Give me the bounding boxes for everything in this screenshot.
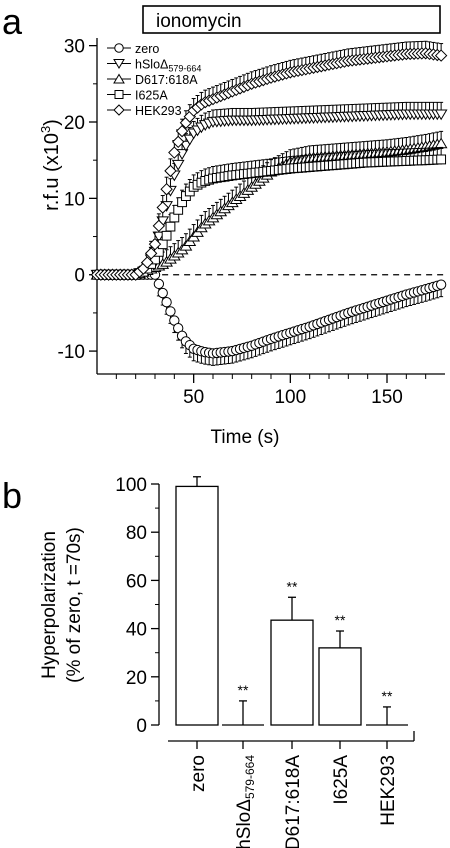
bar (318, 647, 362, 726)
category-label: I625A (331, 755, 352, 805)
legend-entry: D617:618A (135, 73, 198, 87)
category-label-sub: 579-664 (243, 755, 257, 799)
data-point (161, 297, 172, 308)
significance-label: ** (238, 682, 249, 698)
chart-a-xtick-label: 100 (274, 387, 306, 408)
data-point (160, 182, 173, 196)
data-point (175, 124, 189, 138)
panel-a-letter: a (2, 1, 23, 42)
data-point (183, 134, 197, 146)
data-point (179, 140, 193, 152)
chart-b-ylabel: Hyperpolarization (39, 531, 60, 679)
data-point (161, 230, 172, 241)
legend-marker-circle (114, 43, 124, 53)
chart-a-xtick-label: 150 (371, 387, 403, 408)
chart-b-ytick-label: 100 (115, 475, 147, 496)
category-label: zero (188, 755, 209, 792)
data-point (152, 219, 166, 233)
legend-entry-sub: 579-664 (168, 64, 201, 74)
stimulus-bar (142, 5, 441, 34)
data-point (436, 154, 447, 165)
data-point (156, 201, 169, 214)
bar-group-zero: zero (175, 476, 219, 792)
category-label-main: zero (188, 755, 209, 792)
legend-entry: zero (135, 42, 159, 56)
bar-group-D617:618A: ** D617:618A (270, 578, 314, 848)
category-label: HEK293 (378, 755, 399, 826)
data-point (435, 279, 447, 290)
panel-b-letter: b (2, 475, 22, 516)
data-point (168, 146, 181, 159)
chart-b-ytick-label: 40 (126, 620, 147, 641)
chart-a-ytick-label: 30 (64, 37, 85, 58)
data-point (171, 135, 185, 149)
chart-b-ytick-label: 20 (126, 668, 147, 689)
significance-label: ** (335, 612, 346, 628)
data-point (165, 306, 176, 317)
category-label: D617:618A (283, 755, 304, 848)
bar (270, 619, 314, 726)
category-label-main: D617:618A (283, 755, 304, 848)
legend-entry: hSloΔ579-664 (135, 58, 201, 74)
chart-b-bars: zero ** hSloΔ579-664 ** D617:618A ** I625A ** HE… (175, 476, 408, 848)
data-point (141, 256, 154, 269)
significance-label: ** (382, 688, 393, 704)
chart-a-series (90, 40, 448, 366)
data-point (148, 237, 162, 251)
chart-a-ytick-label: 10 (64, 189, 85, 210)
legend-entry-main: hSloΔ (135, 58, 168, 72)
series-HEK293 (90, 40, 448, 281)
chart-b-ytick-label: 80 (126, 523, 147, 544)
data-point (157, 287, 168, 299)
category-label-main: hSloΔ (234, 799, 255, 848)
chart-a-ytick-label: 0 (74, 266, 85, 287)
series-zero (91, 262, 447, 366)
chart-a-ytick-label: -10 (58, 342, 85, 363)
chart-b-ylabel2: (% of zero, t =70s) (64, 527, 85, 683)
data-point (434, 49, 448, 62)
legend-marker-diamond (113, 104, 125, 116)
panel-a-chart: a ionomycin -10 0 10 20 30 50 100 150 zero hSloΔ… (2, 1, 448, 448)
legend-marker-triangle-down (113, 59, 125, 69)
data-point (152, 231, 166, 243)
series-I625A (92, 146, 447, 280)
legend-marker-square (114, 90, 124, 99)
data-point (164, 164, 177, 178)
category-label: hSloΔ579-664 (234, 755, 257, 848)
data-point (434, 109, 448, 121)
bar-group-hSloΔ579-664: ** hSloΔ579-664 (222, 682, 264, 848)
chart-b-ytick-label: 60 (126, 571, 147, 592)
chart-a-xlabel: Time (s) (211, 427, 280, 448)
chart-b-ytick-label: 0 (136, 716, 147, 737)
legend-entry: I625A (135, 89, 168, 103)
panel-b-chart: b 0 20 40 60 80 100 zero ** hSloΔ579-664 ** D617:… (2, 475, 415, 848)
series-hSloΔ579-664 (90, 101, 448, 281)
legend-marker-triangle-up (113, 73, 125, 84)
chart-a-ytick-label: 20 (64, 113, 85, 134)
category-label-main: I625A (331, 755, 352, 805)
bar-group-HEK293: ** HEK293 (366, 688, 408, 826)
data-point (153, 278, 165, 290)
data-point (165, 221, 176, 232)
chart-a-xtick-label: 50 (183, 387, 204, 408)
bar (175, 485, 219, 726)
significance-label: ** (287, 578, 298, 594)
data-point (144, 247, 158, 260)
chart-a-axes: -10 0 10 20 30 50 100 150 (58, 37, 445, 408)
bar-group-I625A: ** I625A (318, 612, 362, 805)
data-point (171, 159, 185, 171)
legend-entry: HEK293 (135, 104, 182, 118)
chart-a-title: ionomycin (156, 11, 242, 32)
series-D617:618A (90, 130, 448, 280)
chart-b-axes: 0 20 40 60 80 100 (115, 475, 415, 742)
chart-a-ylabel: r.f.u (x103) (38, 119, 63, 211)
category-label-main: HEK293 (378, 755, 399, 826)
